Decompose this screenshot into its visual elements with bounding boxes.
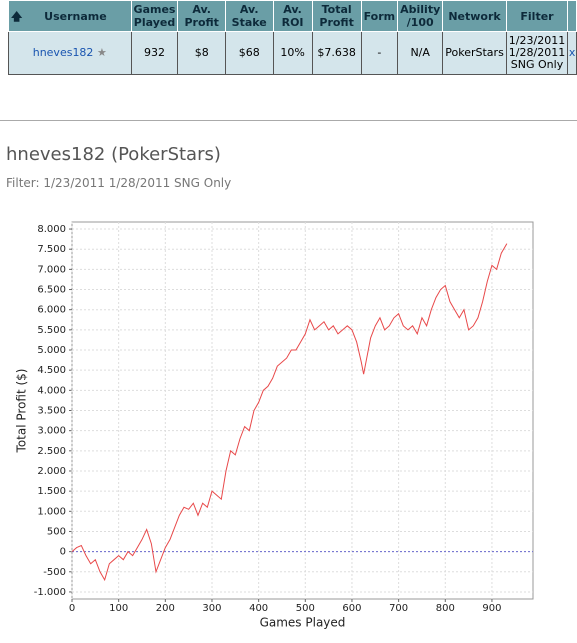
y-tick-label: 4.000 (37, 385, 66, 396)
cell: PokerStars (442, 31, 507, 75)
y-tick-label: 500 (47, 526, 66, 537)
header[interactable]: Total Profit (311, 0, 362, 32)
y-tick-label: 7.500 (37, 244, 66, 255)
x-tick-label: 700 (389, 603, 408, 614)
x-tick-label: 300 (202, 603, 221, 614)
header[interactable]: Form (360, 0, 399, 32)
remove-filter[interactable]: x (567, 31, 577, 75)
y-tick-label: 6.000 (37, 305, 66, 316)
cell: hneves182 ★ (8, 31, 132, 75)
y-tick-label: 3.000 (37, 426, 66, 437)
user-link[interactable]: hneves182 (32, 46, 94, 59)
header[interactable]: Network (442, 0, 507, 32)
cell: $68 (224, 31, 274, 75)
y-tick-label: 6.500 (37, 285, 66, 296)
y-tick-label: 5.000 (37, 345, 66, 356)
x-tick-label: 800 (436, 603, 455, 614)
x-tick-label: 200 (156, 603, 175, 614)
profit-line (71, 243, 508, 582)
x-tick-label: 100 (109, 603, 128, 614)
x-tick-label: 0 (69, 603, 75, 614)
y-axis-label: Total Profit ($) (15, 369, 29, 454)
chart-title: hneves182 (PokerStars) (6, 144, 221, 165)
header[interactable]: Av. Profit (177, 0, 226, 32)
x-tick-label: 400 (249, 603, 268, 614)
x-tick-label: 500 (296, 603, 315, 614)
header[interactable]: 🡅 Username (8, 0, 132, 32)
cell: N/A (397, 31, 444, 75)
y-tick-label: 7.000 (37, 264, 66, 275)
chart-subtitle: Filter: 1/23/2011 1/28/2011 SNG Only (6, 176, 232, 190)
header (567, 0, 577, 32)
y-tick-label: 5.500 (37, 325, 66, 336)
header[interactable]: Av. ROI (272, 0, 313, 32)
header[interactable]: Filter (505, 0, 569, 32)
y-tick-label: 1.000 (37, 506, 66, 517)
stats-table: 🡅 Username Games Played Av. Profit Av. St… (8, 0, 577, 75)
header[interactable]: Games Played (130, 0, 179, 32)
y-tick-label: 1.500 (37, 486, 66, 497)
divider (0, 120, 577, 121)
cell: $7.638 (311, 31, 362, 75)
cell: - (360, 31, 399, 75)
y-tick-label: 3.500 (37, 406, 66, 417)
x-tick-label: 900 (482, 603, 501, 614)
header[interactable]: Ability /100 (397, 0, 444, 32)
y-tick-label: -1.000 (34, 587, 66, 598)
x-tick-label: 600 (342, 603, 361, 614)
x-axis-label: Games Played (260, 616, 346, 630)
cell: 1/23/2011 1/28/2011 SNG Only (505, 31, 569, 75)
cell: 10% (272, 31, 313, 75)
y-tick-label: -500 (43, 567, 66, 578)
y-tick-label: 2.500 (37, 446, 66, 457)
cell: 932 (130, 31, 179, 75)
y-tick-label: 2.000 (37, 466, 66, 477)
chart: 8.000 7.500 7.000 6.500 6.000 5.500 5.000 4.500… (15, 221, 534, 630)
header[interactable]: Av. Stake (224, 0, 274, 32)
y-tick-label: 0 (60, 547, 66, 558)
y-tick-label: 8.000 (37, 224, 66, 235)
y-tick-label: 4.500 (37, 365, 66, 376)
cell: $8 (177, 31, 226, 75)
